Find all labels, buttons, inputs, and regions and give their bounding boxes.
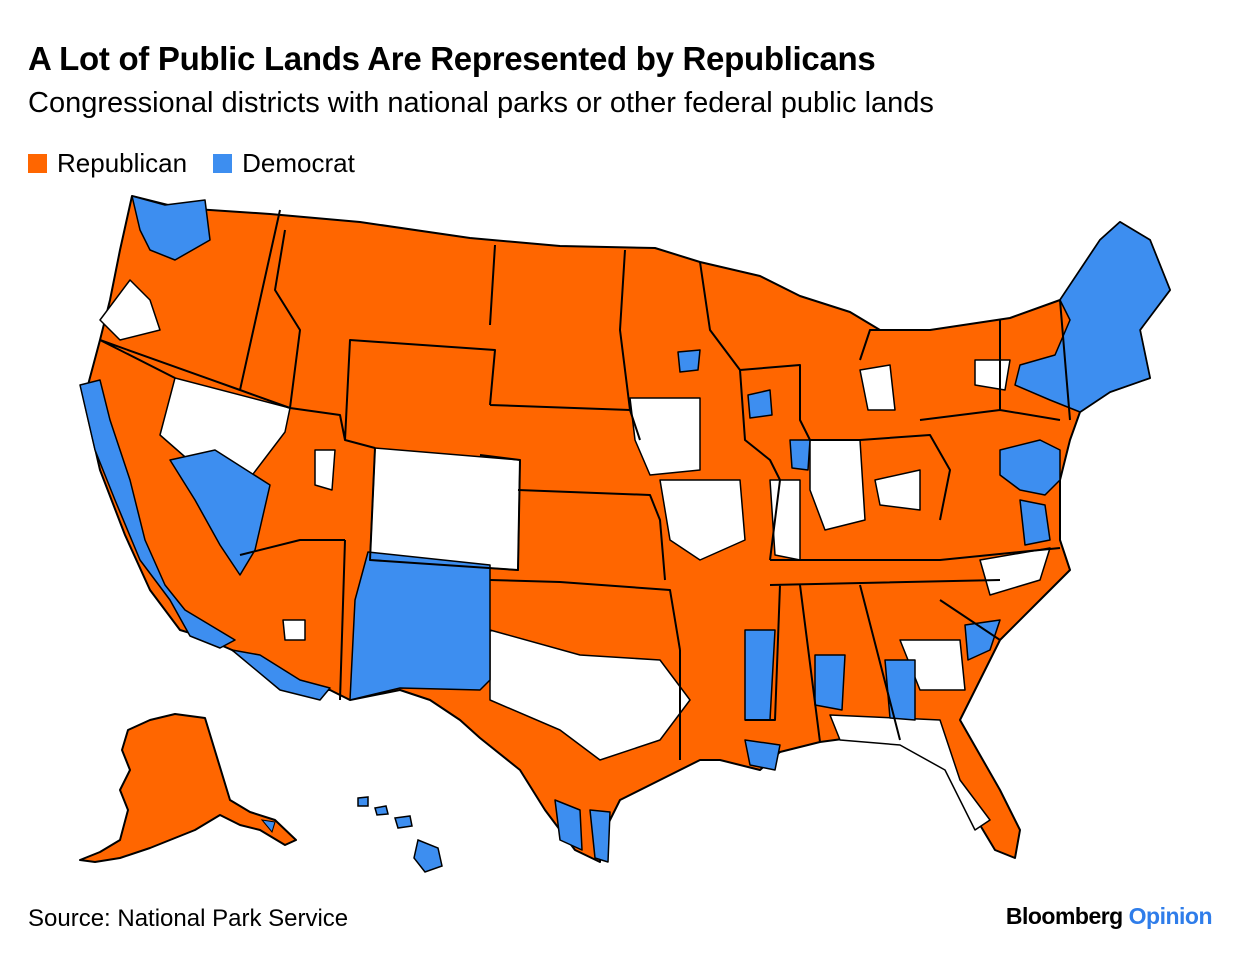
legend-item-republican: Republican — [28, 148, 187, 179]
region-none-arizona — [282, 619, 306, 641]
region-dem-mid-atlantic — [999, 439, 1061, 496]
hawaii-kauai — [357, 796, 369, 807]
region-none-missouri — [659, 479, 746, 561]
alaska — [79, 713, 297, 863]
chart-subtitle: Congressional districts with national pa… — [28, 87, 934, 119]
region-dem-wisconsin — [747, 389, 773, 419]
hawaii — [357, 796, 443, 873]
hawaii-oahu — [374, 805, 389, 816]
region-none-ny — [974, 359, 1011, 391]
brand-section: Opinion — [1128, 903, 1213, 929]
region-none-utah — [314, 449, 336, 491]
region-dem-arizona-south — [231, 649, 331, 701]
region-dem-texas-south — [554, 799, 583, 851]
region-dem-illinois — [789, 439, 811, 471]
legend-swatch-republican — [28, 154, 47, 173]
legend-label-democrat: Democrat — [242, 148, 355, 178]
legend-item-democrat: Democrat — [213, 148, 355, 179]
alaska-panhandle-blue — [260, 819, 276, 834]
region-none-texas — [489, 629, 691, 761]
region-dem-minnesota — [677, 349, 701, 373]
brand-logo: Bloomberg Opinion — [1005, 903, 1213, 930]
region-none-ohio — [874, 469, 921, 511]
region-dem-georgia — [884, 659, 916, 721]
region-dem-virginia — [1019, 499, 1051, 546]
region-dem-mississippi — [744, 629, 776, 721]
legend: Republican Democrat — [28, 148, 381, 179]
region-dem-washington — [131, 195, 211, 261]
region-none-florida — [829, 714, 991, 831]
legend-label-republican: Republican — [57, 148, 188, 178]
region-none-iowa-illinois — [629, 397, 701, 476]
region-dem-texas-coast — [589, 809, 611, 863]
source-note: Source: National Park Service — [28, 905, 349, 932]
hawaii-maui — [394, 815, 413, 829]
state-border-lines — [99, 209, 1071, 760]
region-dem-louisiana — [744, 739, 781, 771]
region-dem-nevada — [169, 449, 271, 576]
region-dem-newmexico — [349, 551, 491, 701]
region-none-colorado — [369, 447, 521, 571]
region-none-washington — [99, 279, 161, 341]
region-none-michigan — [859, 364, 896, 411]
region-dem-california-coast — [79, 379, 236, 649]
region-dem-alabama — [814, 654, 846, 711]
legend-swatch-democrat — [213, 154, 233, 173]
region-dem-sc — [964, 619, 1001, 661]
chart-title: A Lot of Public Lands Are Represented by… — [28, 40, 876, 77]
hawaii-big-island — [413, 838, 443, 873]
brand-name: Bloomberg — [1005, 903, 1123, 929]
region-dem-newengland — [1014, 221, 1171, 413]
